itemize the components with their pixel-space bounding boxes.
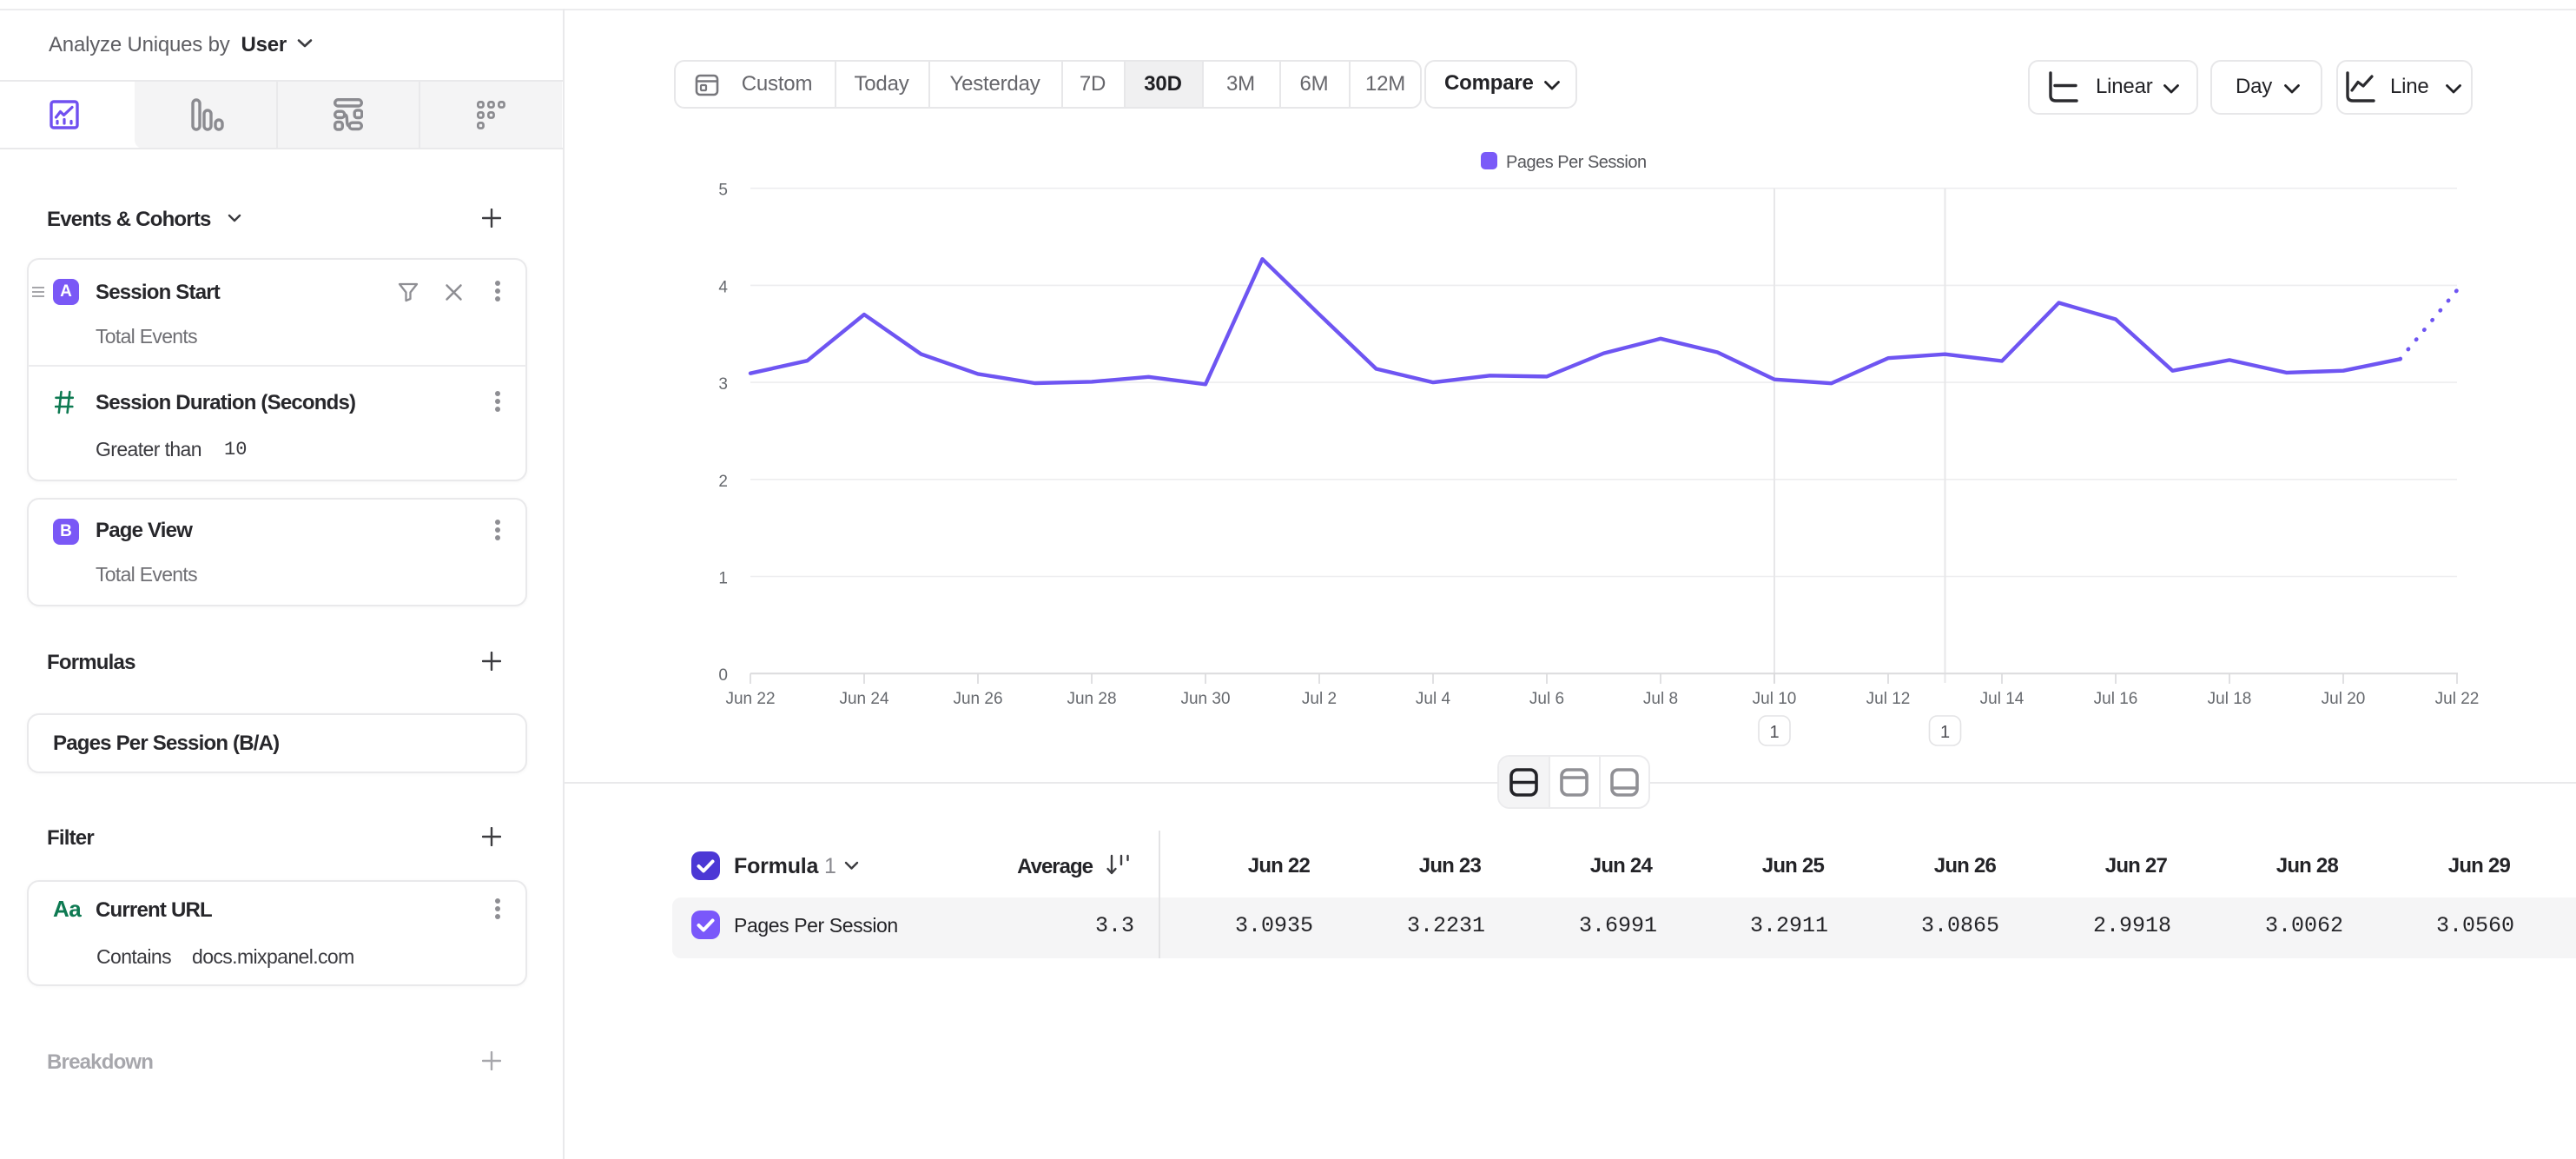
svg-text:Jun 22: Jun 22 [725, 690, 775, 708]
svg-text:Jul 6: Jul 6 [1529, 690, 1564, 708]
svg-text:Jul 8: Jul 8 [1643, 690, 1678, 708]
svg-text:4: 4 [718, 278, 728, 296]
svg-text:Jul 12: Jul 12 [1866, 690, 1911, 708]
svg-text:Jul 10: Jul 10 [1753, 690, 1797, 708]
svg-text:Jul 2: Jul 2 [1302, 690, 1337, 708]
svg-text:Jun 24: Jun 24 [839, 690, 888, 708]
svg-text:Jul 20: Jul 20 [2322, 690, 2366, 708]
svg-text:Jul 4: Jul 4 [1416, 690, 1451, 708]
svg-text:1: 1 [1769, 723, 1779, 742]
svg-text:Jun 28: Jun 28 [1067, 690, 1116, 708]
svg-text:0: 0 [718, 666, 728, 685]
svg-text:Jul 18: Jul 18 [2208, 690, 2252, 708]
svg-text:Jul 16: Jul 16 [2094, 690, 2138, 708]
svg-text:1: 1 [718, 570, 728, 588]
svg-text:Jul 14: Jul 14 [1980, 690, 2024, 708]
svg-text:Jun 30: Jun 30 [1180, 690, 1230, 708]
svg-text:1: 1 [1940, 723, 1950, 742]
svg-text:5: 5 [718, 182, 728, 200]
svg-text:Jun 26: Jun 26 [953, 690, 1002, 708]
svg-text:Jul 22: Jul 22 [2435, 690, 2480, 708]
svg-text:3: 3 [718, 375, 728, 394]
svg-text:2: 2 [718, 473, 728, 491]
